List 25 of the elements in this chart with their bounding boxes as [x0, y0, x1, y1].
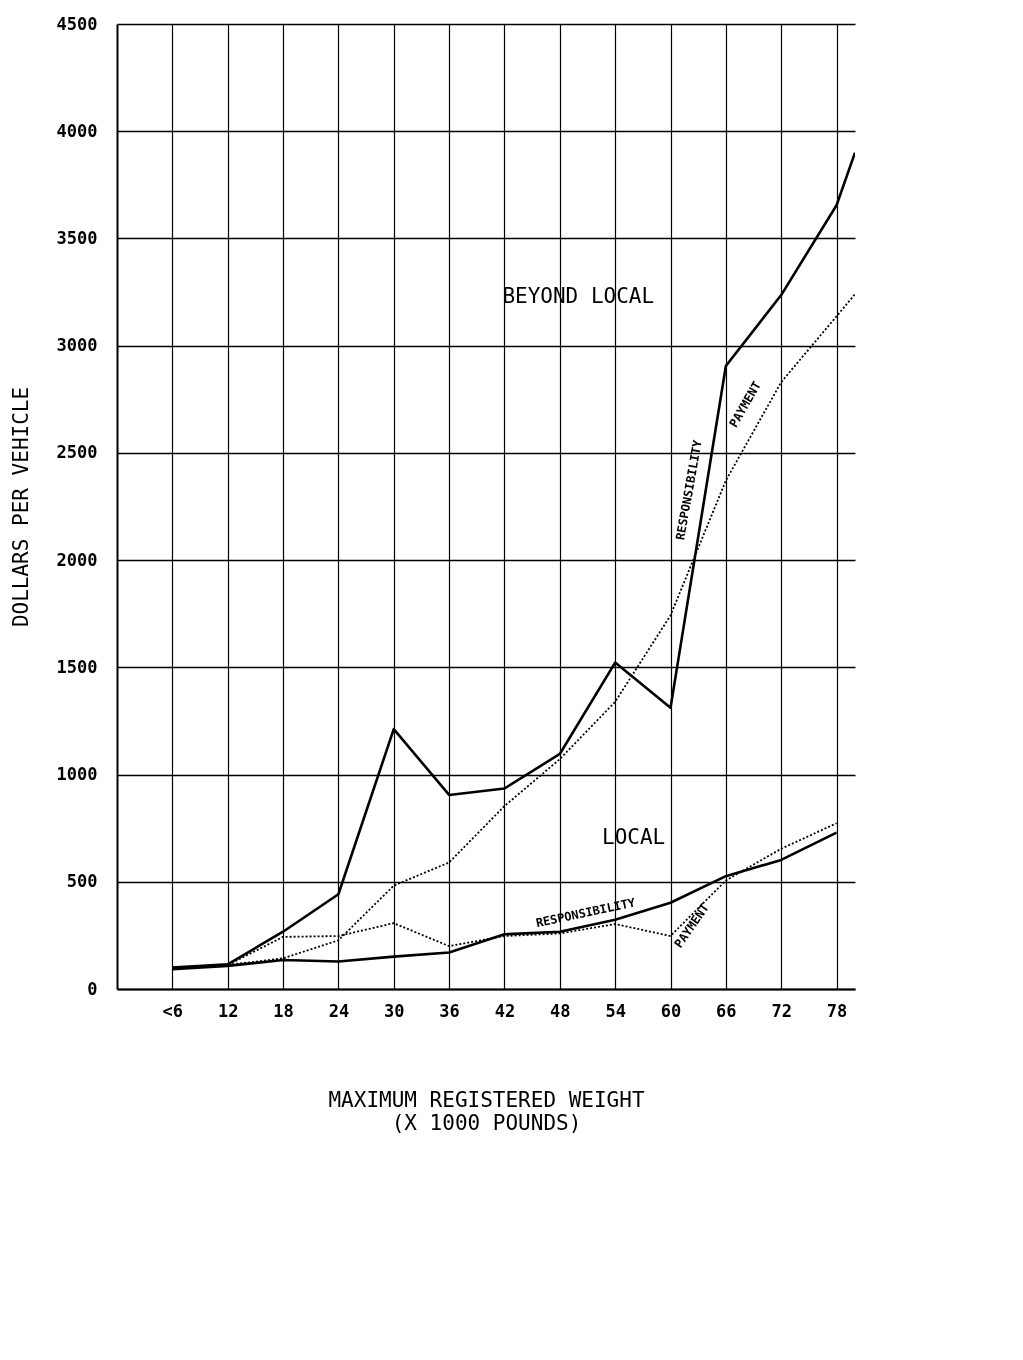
y-tick-label: 2500 [56, 442, 98, 463]
x-tick-label: 30 [384, 1000, 405, 1021]
y-tick-label: 2000 [56, 549, 98, 570]
y-tick-label: 1000 [56, 764, 98, 785]
y-tick-label: 1500 [56, 656, 98, 677]
x-tick-label: 78 [826, 1000, 848, 1021]
x-tick-label: 18 [273, 1000, 294, 1021]
y-tick-label: 4500 [56, 13, 98, 34]
y-axis-title: DOLLARS PER VEHICLE [8, 386, 33, 628]
x-tick-label: 66 [716, 1000, 737, 1021]
x-tick-label: 42 [494, 1000, 516, 1021]
x-tick-label: 36 [439, 1000, 460, 1021]
y-tick-label: 0 [87, 978, 98, 999]
y-tick-label: 4000 [56, 120, 98, 141]
x-tick-label: 12 [217, 1000, 239, 1021]
x-tick-label: 60 [660, 1000, 682, 1021]
x-axis-title: MAXIMUM REGISTERED WEIGHT (X 1000 POUNDS) [328, 1087, 645, 1135]
y-tick-label: 3500 [56, 227, 98, 248]
y-tick-label: 500 [66, 871, 98, 892]
y-tick-label: 3000 [56, 335, 98, 356]
x-tick-label: 48 [550, 1000, 571, 1021]
x-tick-label: <6 [162, 1000, 184, 1021]
x-tick-label: 54 [605, 1000, 626, 1021]
x-tick-label: 72 [771, 1000, 792, 1021]
x-tick-label: 24 [328, 1000, 350, 1021]
